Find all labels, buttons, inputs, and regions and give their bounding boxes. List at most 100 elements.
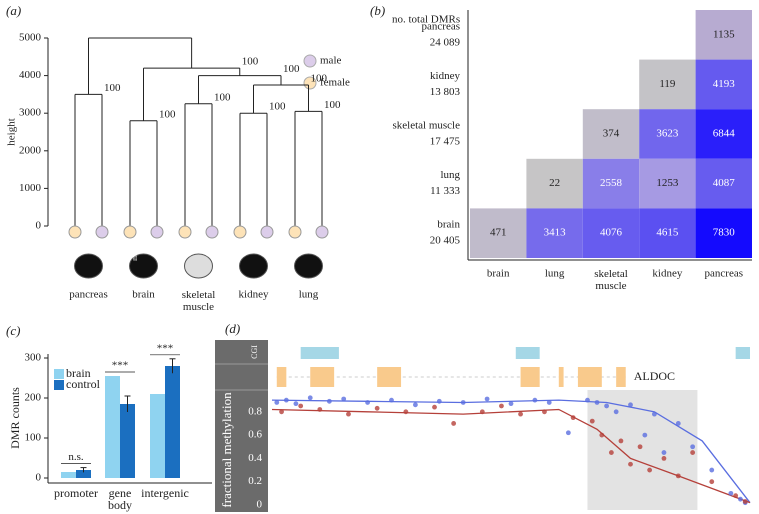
- y-tick-label: 4000: [19, 69, 42, 81]
- leaf-label: pancreas: [69, 289, 107, 301]
- column-label: skeletal muscle: [594, 268, 628, 292]
- cell-label: 471: [490, 227, 507, 239]
- legend-label: male: [320, 55, 341, 67]
- leaf-label: kidney: [239, 289, 269, 301]
- cell-label: 22: [549, 177, 560, 189]
- row-label: skeletal muscle: [392, 120, 460, 132]
- y-axis-label: fractional methylation: [219, 392, 234, 508]
- leaf: [123, 225, 137, 239]
- y-tick-label: 2000: [19, 144, 42, 156]
- highlight-region: [587, 390, 698, 510]
- point: [403, 409, 409, 415]
- track-label: genemodel: [123, 243, 139, 261]
- point: [608, 450, 614, 455]
- point: [647, 467, 653, 473]
- exon: [310, 367, 335, 387]
- point: [570, 415, 576, 421]
- point: [613, 409, 619, 415]
- point: [532, 397, 538, 403]
- point: [484, 396, 490, 402]
- point: [642, 432, 648, 438]
- panel-label: (d): [225, 321, 240, 336]
- heatmap-cell: [582, 158, 640, 209]
- legend-swatch: [54, 369, 64, 379]
- point: [652, 411, 657, 417]
- legend-swatch: [54, 380, 64, 390]
- cell-label: 4615: [656, 227, 679, 239]
- heatmap-title: no. total DMRs: [392, 14, 460, 26]
- y-axis-label: height: [6, 118, 18, 146]
- cgi-region: [735, 347, 750, 359]
- leaf-label: brain: [132, 289, 155, 301]
- cell-label: 4193: [713, 78, 736, 90]
- cell-label: 3413: [544, 227, 567, 239]
- column-label: pancreas: [705, 268, 743, 280]
- point: [293, 401, 299, 407]
- significance-label: n.s.: [68, 451, 84, 463]
- point: [518, 411, 523, 417]
- point: [346, 411, 351, 417]
- y-tick-label: 0.6: [248, 429, 262, 441]
- y-tick-label: 300: [25, 352, 42, 364]
- leaf: [233, 225, 247, 239]
- fit-line: [271, 399, 751, 504]
- cgi-region: [515, 347, 540, 359]
- cell-label: 7830: [713, 227, 736, 239]
- cell-label: 374: [603, 128, 620, 140]
- heatmap-cell: [639, 109, 696, 159]
- point: [599, 432, 605, 438]
- cell-label: 3623: [656, 128, 679, 140]
- point: [728, 490, 734, 496]
- exon: [616, 367, 626, 387]
- support-label: 100: [242, 56, 259, 68]
- panel-label: (b): [370, 3, 385, 18]
- point: [589, 418, 595, 424]
- heatmap-cell: [639, 158, 696, 209]
- y-tick-label: 200: [25, 392, 42, 404]
- point: [542, 409, 547, 415]
- point: [413, 402, 418, 408]
- track-sidebar: [215, 340, 268, 512]
- panel-label: (c): [6, 323, 20, 338]
- y-tick-label: 0.2: [248, 475, 262, 487]
- point: [451, 421, 457, 426]
- row-label: pancreas: [422, 20, 460, 32]
- leaf: [178, 225, 192, 239]
- leaf-label: skeletal muscle: [182, 289, 216, 313]
- bar: [165, 366, 180, 478]
- y-tick-label: 5000: [19, 32, 42, 44]
- cell-label: 119: [659, 78, 676, 90]
- point: [432, 404, 437, 410]
- support-label: 100: [269, 101, 286, 113]
- significance-label: ***: [157, 342, 174, 354]
- y-tick-label: 3000: [19, 107, 42, 119]
- point: [279, 409, 284, 415]
- leaf: [315, 225, 329, 239]
- heatmap-cell: [695, 208, 752, 258]
- support-label: 100: [159, 108, 176, 120]
- legend-label: control: [66, 377, 101, 391]
- heatmap-cell: [695, 158, 752, 209]
- heatmap-cell: [695, 59, 752, 110]
- point: [604, 403, 609, 409]
- exon: [276, 367, 287, 387]
- heatmap-cell: [582, 109, 640, 159]
- row-total: 11 333: [430, 185, 460, 197]
- point: [709, 467, 715, 473]
- point: [628, 461, 633, 467]
- legend-swatch: [303, 54, 317, 68]
- point: [565, 430, 571, 436]
- y-tick-label: 100: [25, 432, 42, 444]
- leaf: [205, 225, 219, 239]
- heatmap-cell: [470, 208, 527, 258]
- bar: [150, 394, 165, 478]
- x-tick-label: gene body: [108, 486, 132, 512]
- significance-label: ***: [112, 360, 129, 372]
- y-tick-label: 1000: [19, 182, 42, 194]
- x-tick-label: promoter: [54, 486, 98, 500]
- row-total: 24 089: [430, 36, 461, 48]
- cell-label: 4087: [713, 177, 736, 189]
- row-total: 20 405: [430, 235, 461, 247]
- legend-label: brain: [66, 366, 91, 380]
